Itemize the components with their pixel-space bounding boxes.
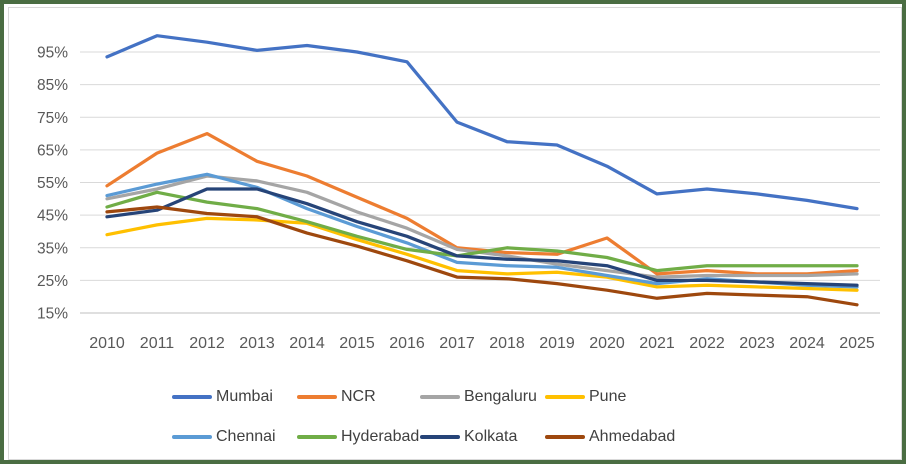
legend-item-pune: Pune [545,388,626,406]
x-tick-label-2016: 2016 [389,335,425,352]
legend-label-ncr: NCR [341,388,376,405]
legend-swatch-chennai [172,435,212,439]
legend-label-chennai: Chennai [216,428,276,445]
y-tick-label-55: 55% [37,175,68,192]
legend-label-hyderabad: Hyderabad [341,428,420,445]
y-tick-label-15: 15% [37,306,68,323]
y-tick-label-65: 65% [37,142,68,159]
series-line-ncr [105,131,859,276]
series-line-hyderabad [105,190,859,273]
series-line-mumbai [105,34,859,211]
legend-swatch-kolkata [420,435,460,439]
legend-item-ncr: NCR [297,388,376,406]
legend-swatch-ahmedabad [545,435,585,439]
x-tick-label-2013: 2013 [239,335,275,352]
x-tick-label-2021: 2021 [639,335,675,352]
x-tick-label-2015: 2015 [339,335,375,352]
y-tick-label-85: 85% [37,77,68,94]
legend-label-ahmedabad: Ahmedabad [589,428,676,445]
x-tick-label-2020: 2020 [589,335,625,352]
x-tick-label-2023: 2023 [739,335,775,352]
x-tick-label-2025: 2025 [839,335,875,352]
x-tick-label-2011: 2011 [140,335,175,352]
legend-swatch-ncr [297,395,337,399]
x-tick-label-2017: 2017 [439,335,475,352]
series-line-ahmedabad [105,205,859,307]
legend-swatch-pune [545,395,585,399]
legend-swatch-bengaluru [420,395,460,399]
legend-swatch-mumbai [172,395,212,399]
legend-label-mumbai: Mumbai [216,388,273,405]
legend-row-2: Chennai Hyderabad Kolkata Ahmedabad [0,428,906,446]
x-tick-label-2012: 2012 [189,335,225,352]
y-tick-label-25: 25% [37,273,68,290]
y-tick-label-95: 95% [37,45,68,62]
legend-item-bengaluru: Bengaluru [420,388,537,406]
legend-item-ahmedabad: Ahmedabad [545,428,675,446]
y-tick-label-35: 35% [37,240,68,257]
x-tick-label-2024: 2024 [789,335,825,352]
legend-label-bengaluru: Bengaluru [464,388,537,405]
x-tick-label-2010: 2010 [89,335,125,352]
y-tick-label-75: 75% [37,110,68,127]
legend-label-pune: Pune [589,388,627,405]
legend-swatch-hyderabad [297,435,337,439]
legend-item-chennai: Chennai [172,428,276,446]
x-tick-label-2014: 2014 [289,335,325,352]
series-line-pune [105,216,859,292]
legend-item-hyderabad: Hyderabad [297,428,419,446]
legend-label-kolkata: Kolkata [464,428,518,445]
series-line-kolkata [105,187,859,287]
x-tick-label-2022: 2022 [689,335,725,352]
y-tick-label-45: 45% [37,208,68,225]
x-tick-label-2018: 2018 [489,335,525,352]
x-tick-label-2019: 2019 [539,335,575,352]
legend-row-1: Mumbai NCR Bengaluru Pune [0,388,906,406]
legend-item-kolkata: Kolkata [420,428,517,446]
legend-item-mumbai: Mumbai [172,388,273,406]
